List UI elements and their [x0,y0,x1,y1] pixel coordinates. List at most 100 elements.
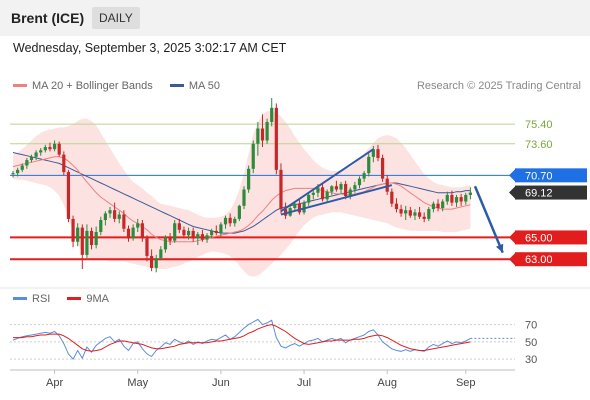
candle-body [371,149,375,157]
candle-body [417,212,422,217]
x-tick-label-jun: Jun [212,377,230,389]
candle-body [237,205,241,219]
candle-body [25,160,29,166]
trendline-0 [280,148,374,213]
candle-body [274,107,278,170]
candle-body [279,169,283,210]
candle-body [34,152,38,157]
candle-body [468,192,472,195]
candle-body [20,165,24,170]
x-tick-label-apr: Apr [46,377,63,389]
candle-body [66,172,71,219]
candle-body [39,150,43,153]
last-price-tag-bg [515,185,587,200]
candle-body [108,210,112,214]
candle-body [200,234,205,240]
candle-body [316,187,320,193]
candle-body [228,217,232,224]
candle-body [325,191,329,200]
level-tag-notch [509,230,516,245]
x-tick-label-aug: Aug [377,377,397,389]
candle-body [29,156,34,161]
candle-body [43,147,47,151]
price-legend: MA 20 + Bollinger Bands MA 50 [13,80,234,92]
x-tick-label-sep: Sep [456,377,476,389]
candle-body [422,216,426,219]
candle-body [450,194,454,203]
projection-arrow-shaft [473,185,504,254]
level-label: 70.70 [525,170,553,182]
rsi-legend: RSI 9MA [13,293,123,305]
candle-body [431,203,436,210]
candle-body [256,128,260,144]
level-label: 73.60 [525,139,553,151]
timeframe-badge[interactable]: DAILY [92,7,140,29]
candle-body [348,189,352,197]
candle-body [399,209,403,214]
candle-body [293,203,297,209]
candle-body [441,201,445,209]
candle-body [136,223,140,228]
instrument-title: Brent (ICE) [11,10,85,26]
candle-body [413,212,417,216]
candle-body [94,231,98,246]
candle-body [436,203,440,209]
candle-body [297,203,302,213]
level-tag-70.70: 70.70 [509,168,587,183]
rsi-ma-line [13,324,471,352]
candle-body [99,220,103,232]
candle-body [214,230,218,234]
projection-arrow-head [495,243,504,253]
candle-body [307,194,311,203]
candle-body [464,194,468,202]
candle-body [191,230,195,239]
candle-body [404,210,408,214]
level-tag-bg [515,230,587,245]
candle-body [154,258,158,268]
ma20-swatch [13,83,27,87]
candle-body [122,214,126,229]
candle-body [159,249,163,259]
candle-body [247,168,251,190]
candle-body [459,197,463,202]
level-tag-notch [509,252,516,267]
level-label: 63.00 [525,254,553,266]
x-tick-label-may: May [127,377,148,389]
candle-body [362,173,366,179]
candle-body [85,230,89,255]
candle-body [367,156,371,174]
level-tag-bg [515,252,587,267]
candle-body [334,186,338,190]
candle-body [163,237,168,250]
rsi-tick-label: 30 [525,354,537,366]
candle-body [48,147,52,150]
candle-body [265,121,269,141]
candle-body [427,209,431,219]
candle-body [196,234,200,239]
candle-body [145,238,149,256]
candle-body [381,157,385,179]
candle-body [52,143,57,150]
level-tag-75.40: 75.40 [525,119,553,131]
candle-body [117,214,121,219]
level-tag-63.00: 63.00 [509,252,587,267]
candle-body [260,128,265,141]
candle-body [233,218,237,224]
rsi-line [12,318,471,360]
candle-body [219,224,223,234]
candle-body [71,218,75,242]
candle-body [330,186,334,192]
candle-body [394,203,399,210]
candle-body [113,210,117,219]
candle-body [182,229,186,236]
candle-body [339,184,343,190]
trendline-1 [280,184,393,216]
candle-body [311,192,315,195]
candle-body [177,223,181,230]
candle-body [385,178,389,192]
candle-body [103,213,107,220]
level-tag-notch [509,168,516,183]
candle-body [320,187,325,200]
level-tag-73.60: 73.60 [525,139,553,151]
